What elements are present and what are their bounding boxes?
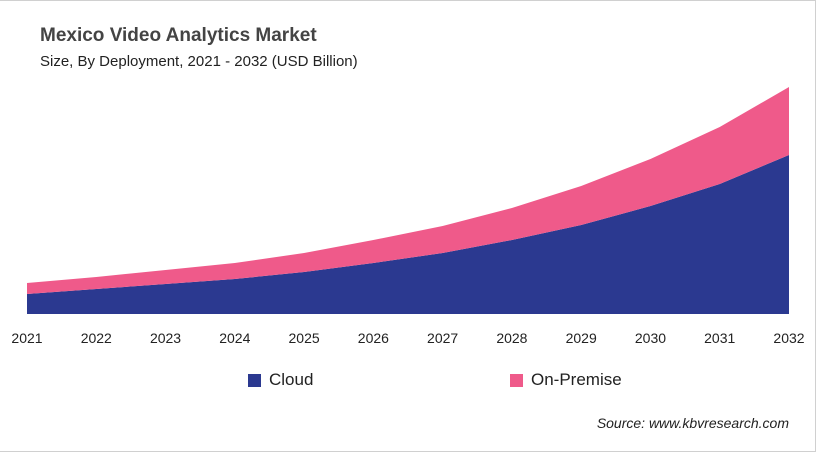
x-tick-label: 2025 [289,330,320,346]
chart-title: Mexico Video Analytics Market [40,25,317,46]
x-tick-label: 2021 [11,330,42,346]
legend-item-cloud: Cloud [248,370,313,390]
x-tick-label: 2027 [427,330,458,346]
legend-swatch-on-premise [510,373,523,387]
x-tick-label: 2030 [635,330,666,346]
legend-item-on-premise: On-Premise [510,370,622,390]
area-cloud [27,155,789,314]
legend-label: On-Premise [531,370,622,389]
x-tick-label: 2023 [150,330,181,346]
x-tick-label: 2022 [81,330,112,346]
x-tick-label: 2024 [219,330,250,346]
source-note: Source: www.kbvresearch.com [596,415,789,431]
area-on-premise [27,87,789,294]
x-tick-label: 2032 [773,330,804,346]
x-tick-label: 2028 [496,330,527,346]
legend-label: Cloud [269,370,314,389]
chart-subtitle: Size, By Deployment, 2021 - 2032 (USD Bi… [40,53,358,70]
legend-swatch-cloud [248,373,261,387]
x-tick-label: 2031 [704,330,735,346]
x-tick-label: 2026 [358,330,389,346]
x-tick-label: 2029 [566,330,597,346]
